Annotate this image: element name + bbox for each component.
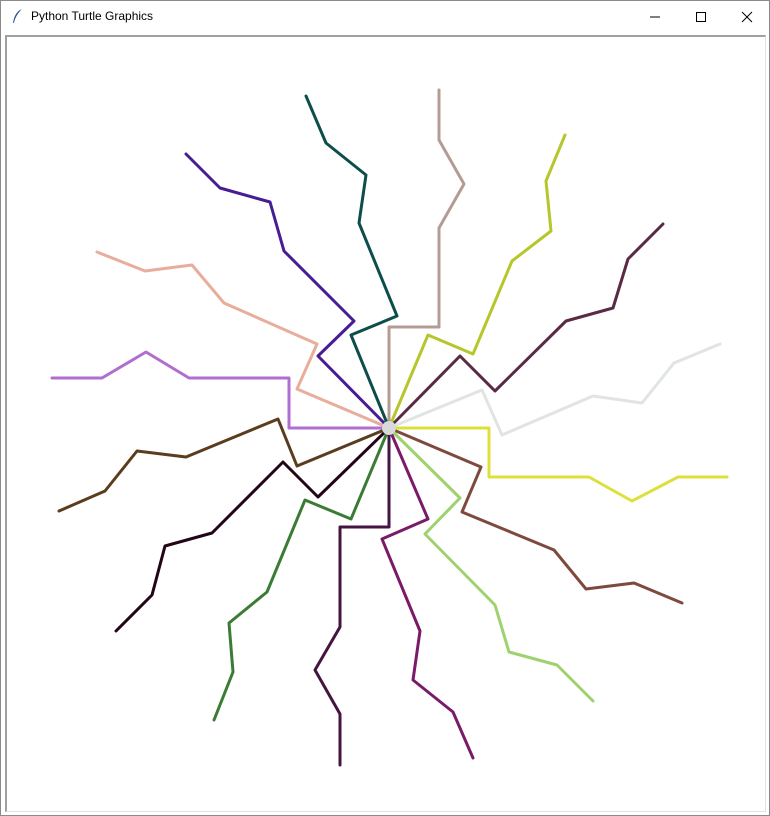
turtle-path-15 <box>184 152 391 430</box>
maximize-button[interactable] <box>678 1 724 32</box>
turtle-path-8 <box>380 426 475 760</box>
turtle-path-6 <box>387 426 684 605</box>
turtle-canvas[interactable] <box>5 35 766 812</box>
turtle-path-14 <box>95 250 391 430</box>
window-title: Python Turtle Graphics <box>31 9 154 23</box>
turtle-path-10 <box>212 426 391 722</box>
turtle-path-3 <box>387 222 665 430</box>
minimize-button[interactable] <box>632 1 678 32</box>
turtle-path-11 <box>114 426 391 633</box>
turtle-path-1 <box>387 88 466 430</box>
turtle-path-4 <box>387 342 722 437</box>
feather-icon <box>13 8 23 24</box>
turtle-path-13 <box>50 350 391 430</box>
turtle-cursor <box>382 421 396 435</box>
turtle-path-5 <box>387 426 729 503</box>
turtle-path-9 <box>313 426 391 767</box>
close-icon <box>741 11 753 22</box>
turtle-path-12 <box>57 417 391 513</box>
minimize-icon <box>650 16 660 17</box>
turtle-path-16 <box>304 94 399 430</box>
close-button[interactable] <box>724 1 770 32</box>
turtle-path-7 <box>387 426 595 703</box>
turtle-path-2 <box>387 133 567 430</box>
drawing-surface <box>50 88 729 767</box>
title-bar[interactable]: Python Turtle Graphics <box>1 1 769 32</box>
maximize-icon <box>696 11 706 22</box>
